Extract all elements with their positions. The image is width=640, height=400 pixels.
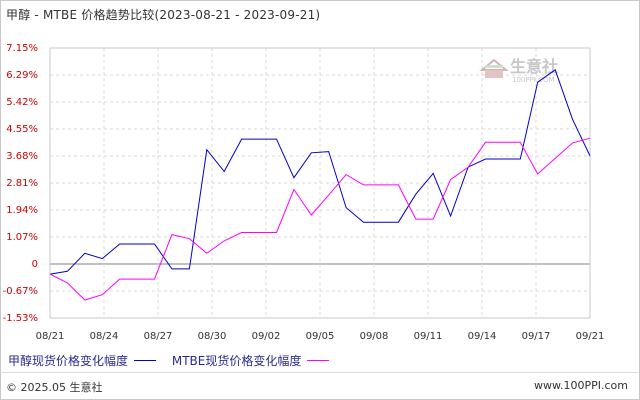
series-line-0 (49, 69, 591, 275)
x-tick-label: 09/21 (576, 331, 605, 342)
plot-area-border (49, 47, 591, 319)
legend-item-methanol: 甲醇现货价格变化幅度 (8, 352, 157, 369)
y-tick-label: 6.29% (6, 70, 38, 81)
legend-swatch-methanol (134, 360, 157, 361)
x-tick-label: 09/05 (306, 331, 335, 342)
grid (49, 47, 591, 319)
footer: © 2025.05 生意社 www.100PPI.com (0, 372, 638, 399)
series-lines (49, 69, 591, 301)
y-tick-label: 7.15% (6, 43, 38, 54)
x-tick-label: 08/27 (144, 331, 173, 342)
legend-label-methanol: 甲醇现货价格变化幅度 (8, 354, 129, 368)
y-tick-label: -1.53% (3, 313, 38, 324)
x-tick-label: 08/21 (36, 331, 65, 342)
x-tick-label: 08/24 (90, 331, 119, 342)
legend-swatch-mtbe (307, 360, 330, 361)
chart-title: 甲醇 - MTBE 价格趋势比较(2023-08-21 - 2023-09-21… (6, 6, 320, 23)
house-icon (479, 58, 509, 78)
x-tick-label: 09/14 (468, 331, 497, 342)
watermark-subtext: 100PPI.COM (512, 76, 555, 84)
series-line-1 (49, 137, 591, 301)
y-tick-label: 5.42% (6, 97, 38, 108)
legend-label-mtbe: MTBE现货价格变化幅度 (171, 354, 302, 368)
y-tick-label: 1.07% (6, 232, 38, 243)
copyright-text: © 2025.05 生意社 (6, 381, 103, 394)
y-tick-label: 0 (32, 259, 38, 270)
chart-title-range: (2023-08-21 - 2023-09-21) (154, 8, 321, 22)
x-axis-ticks: 08/21 08/24 08/27 08/30 09/02 09/05 09/08 09/11… (36, 331, 605, 342)
chart-title-main: 甲醇 - MTBE 价格趋势比较 (6, 8, 155, 22)
x-tick-label: 09/11 (414, 331, 443, 342)
x-tick-label: 09/17 (522, 331, 551, 342)
x-tick-label: 09/02 (252, 331, 281, 342)
legend-item-mtbe: MTBE现货价格变化幅度 (172, 352, 330, 369)
y-tick-label: 1.94% (6, 205, 38, 216)
legend: 甲醇现货价格变化幅度 MTBE现货价格变化幅度 (8, 352, 341, 369)
y-tick-label: 3.68% (6, 151, 38, 162)
y-tick-label: 2.81% (6, 178, 38, 189)
watermark-text: 生意社 (510, 57, 558, 76)
website-link[interactable]: www.100PPI.com (534, 379, 628, 392)
x-tick-label: 09/08 (360, 331, 389, 342)
y-tick-label: -0.67% (3, 286, 38, 297)
y-axis-ticks: 7.15% 6.29% 5.42% 4.55% 3.68% 2.81% 1.94% 1.07%… (3, 43, 38, 324)
watermark-logo: 生意社 100PPI.COM (479, 57, 558, 84)
x-tick-label: 08/30 (198, 331, 227, 342)
y-tick-label: 4.55% (6, 124, 38, 135)
